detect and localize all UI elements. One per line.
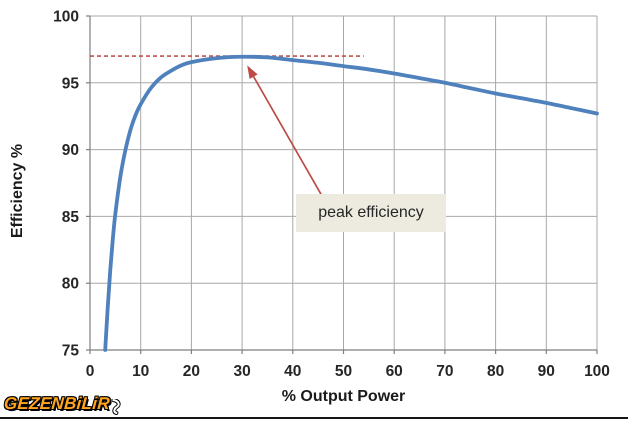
gezenbilir-logo: GEZENBiLiR bbox=[3, 392, 122, 416]
svg-text:90: 90 bbox=[538, 363, 555, 380]
logo-curl-icon bbox=[111, 399, 121, 415]
svg-text:100: 100 bbox=[53, 9, 79, 26]
svg-text:20: 20 bbox=[183, 363, 200, 380]
svg-text:70: 70 bbox=[436, 363, 453, 380]
svg-text:10: 10 bbox=[132, 363, 149, 380]
peak-efficiency-label: peak efficiency bbox=[318, 204, 424, 221]
svg-text:75: 75 bbox=[62, 343, 80, 360]
svg-text:80: 80 bbox=[62, 276, 79, 293]
svg-text:90: 90 bbox=[62, 142, 79, 159]
svg-text:40: 40 bbox=[284, 363, 301, 380]
x-axis-title: % Output Power bbox=[281, 388, 406, 405]
svg-text:95: 95 bbox=[62, 75, 80, 92]
svg-text:80: 80 bbox=[487, 363, 504, 380]
svg-text:100: 100 bbox=[584, 363, 610, 380]
svg-text:60: 60 bbox=[386, 363, 403, 380]
svg-text:0: 0 bbox=[86, 363, 95, 380]
svg-text:50: 50 bbox=[335, 363, 352, 380]
y-axis-title: Efficiency % bbox=[9, 143, 26, 239]
svg-text:85: 85 bbox=[62, 209, 80, 226]
peak-efficiency-callout: peak efficiency bbox=[296, 194, 446, 232]
bottom-border-line bbox=[0, 417, 628, 419]
gezenbilir-logo-text: GEZENBiLiR bbox=[3, 394, 111, 413]
svg-text:30: 30 bbox=[233, 363, 250, 380]
